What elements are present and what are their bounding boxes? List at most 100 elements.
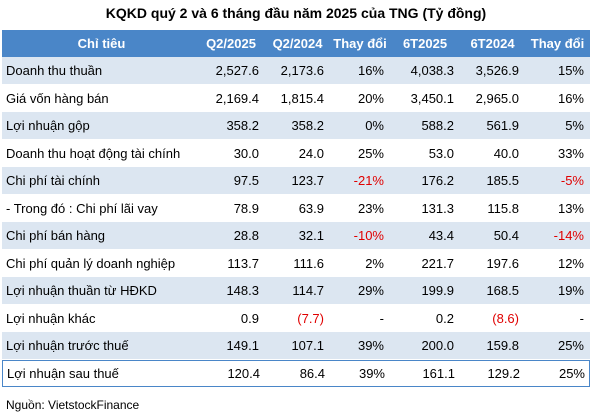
data-row: Doanh thu thuần 2,527.6 2,173.6 16% 4,038.3 3…	[2, 57, 590, 84]
data-row: Giá vốn hàng bán 2,169.4 1,815.4 20% 3,450.1…	[2, 85, 590, 112]
value-cell: 588.2	[421, 118, 454, 133]
label-cell: Doanh thu hoạt động tài chính	[6, 145, 181, 161]
value-cell: 129.2	[487, 365, 520, 381]
value-cell: 25%	[557, 338, 584, 353]
value-cell: 33%	[557, 145, 584, 161]
value-cell: 197.6	[486, 255, 519, 271]
value-cell: 5%	[565, 118, 584, 133]
value-cell: 86.4	[299, 365, 325, 381]
value-cell: 40.0	[493, 145, 519, 161]
value-cell: 161.1	[422, 365, 455, 381]
value-cell: 25%	[558, 365, 585, 381]
value-cell: 3,450.1	[410, 90, 454, 106]
value-cell: 200.0	[421, 338, 454, 353]
value-cell: 20%	[357, 90, 384, 106]
value-cell: 176.2	[421, 173, 454, 188]
data-row: Lợi nhuận gộp 358.2 358.2 0% 588.2 561.9 5%	[2, 112, 590, 139]
value-cell: 107.1	[291, 338, 324, 353]
value-cell: Thay đổi	[530, 36, 585, 51]
value-cell: 24.0	[298, 145, 324, 161]
value-cell: 28.8	[233, 228, 259, 243]
data-row: Chi phí bán hàng 28.8 32.1 -10% 43.4 50.4 -14%	[2, 222, 590, 249]
value-cell: -21%	[353, 173, 384, 188]
value-cell: 50.4	[493, 228, 519, 243]
value-cell: 2,965.0	[475, 90, 519, 106]
value-cell: 2,527.6	[215, 63, 259, 78]
value-cell: 30.0	[233, 145, 259, 161]
value-cell: 115.8	[487, 200, 519, 216]
value-cell: 131.3	[421, 200, 454, 216]
value-cell: 4,038.3	[410, 63, 454, 78]
value-cell: 63.9	[298, 200, 324, 216]
value-cell: 39%	[358, 365, 385, 381]
value-cell: 114.7	[292, 283, 324, 298]
value-cell: 0.9	[240, 310, 259, 326]
value-cell: 2,173.6	[280, 63, 324, 78]
value-cell: 199.9	[421, 283, 454, 298]
header-row: Chỉ tiêu Q2/2025 Q2/2024 Thay đổi 6T2025 6T20…	[2, 30, 590, 57]
value-cell: 78.9	[233, 200, 259, 216]
value-cell: 19%	[557, 283, 584, 298]
value-cell: 15%	[557, 63, 584, 78]
data-row: Lợi nhuận khác 0.9 (7.7) - 0.2 (8.6) -	[2, 305, 590, 332]
value-cell: 358.2	[291, 118, 324, 133]
value-cell: 12%	[557, 255, 584, 271]
value-cell: Q2/2025	[206, 36, 256, 51]
value-cell: -	[579, 310, 584, 326]
value-cell: 148.3	[226, 283, 259, 298]
value-cell: 185.5	[486, 173, 519, 188]
data-row: Chi phí quản lý doanh nghiệp 113.7 111.6 2%…	[2, 250, 590, 277]
label-cell: Lợi nhuận gộp	[6, 118, 90, 133]
value-cell: 168.5	[486, 283, 519, 298]
label-cell: Chi phí bán hàng	[6, 228, 106, 243]
value-cell: 111.6	[293, 255, 324, 271]
data-row: Lợi nhuận sau thuế 120.4 86.4 39% 161.1 129.2…	[2, 359, 590, 387]
value-cell: 113.7	[227, 255, 259, 271]
value-cell: 1,815.4	[280, 90, 324, 106]
label-cell: Lợi nhuận trước thuế	[6, 338, 129, 353]
label-cell: Doanh thu thuần	[6, 63, 103, 78]
data-row: Lợi nhuận thuần từ HĐKD 148.3 114.7 29% 199.…	[2, 277, 590, 304]
label-cell: Giá vốn hàng bán	[6, 90, 109, 106]
label-cell: Chỉ tiêu	[77, 36, 126, 51]
value-cell: (7.7)	[297, 310, 324, 326]
value-cell: 43.4	[428, 228, 454, 243]
data-row: Chi phí tài chính 97.5 123.7 -21% 176.2 185.5…	[2, 167, 590, 194]
value-cell: 561.9	[486, 118, 519, 133]
value-cell: 3,526.9	[475, 63, 519, 78]
data-row: - Trong đó : Chi phí lãi vay 78.9 63.9 23% 1…	[2, 195, 590, 222]
value-cell: 2%	[365, 255, 384, 271]
value-cell: 16%	[357, 63, 384, 78]
value-cell: 0%	[365, 118, 384, 133]
label-cell: Lợi nhuận khác	[6, 310, 96, 326]
value-cell: 358.2	[226, 118, 259, 133]
value-cell: 2,169.4	[215, 90, 259, 106]
value-cell: 13%	[557, 200, 584, 216]
value-cell: 6T2025	[402, 36, 448, 51]
value-cell: 16%	[557, 90, 584, 106]
value-cell: Thay đổi	[333, 36, 387, 51]
value-cell: 23%	[357, 200, 384, 216]
data-row: Doanh thu hoạt động tài chính 30.0 24.0 25%…	[2, 140, 590, 167]
value-cell: 25%	[357, 145, 384, 161]
value-cell: -10%	[353, 228, 384, 243]
value-cell: 120.4	[227, 365, 260, 381]
label-cell: Chi phí quản lý doanh nghiệp	[6, 255, 176, 271]
value-cell: 149.1	[226, 338, 259, 353]
value-cell: 0.2	[435, 310, 454, 326]
value-cell: 221.7	[421, 255, 454, 271]
value-cell: 159.8	[486, 338, 519, 353]
value-cell: 123.7	[291, 173, 324, 188]
data-row: Lợi nhuận trước thuế 149.1 107.1 39% 200.0 15…	[2, 332, 590, 359]
value-cell: 39%	[357, 338, 384, 353]
title: KQKD quý 2 và 6 tháng đầu năm 2025 của T…	[105, 5, 487, 21]
value-cell: 53.0	[428, 145, 454, 161]
value-cell: Q2/2024	[272, 36, 323, 51]
value-cell: 29%	[357, 283, 384, 298]
label-cell: - Trong đó : Chi phí lãi vay	[6, 200, 158, 216]
value-cell: 6T2024	[470, 36, 515, 51]
value-cell: (8.6)	[492, 310, 519, 326]
label-cell: Lợi nhuận thuần từ HĐKD	[6, 283, 157, 298]
value-cell: -5%	[560, 173, 584, 188]
